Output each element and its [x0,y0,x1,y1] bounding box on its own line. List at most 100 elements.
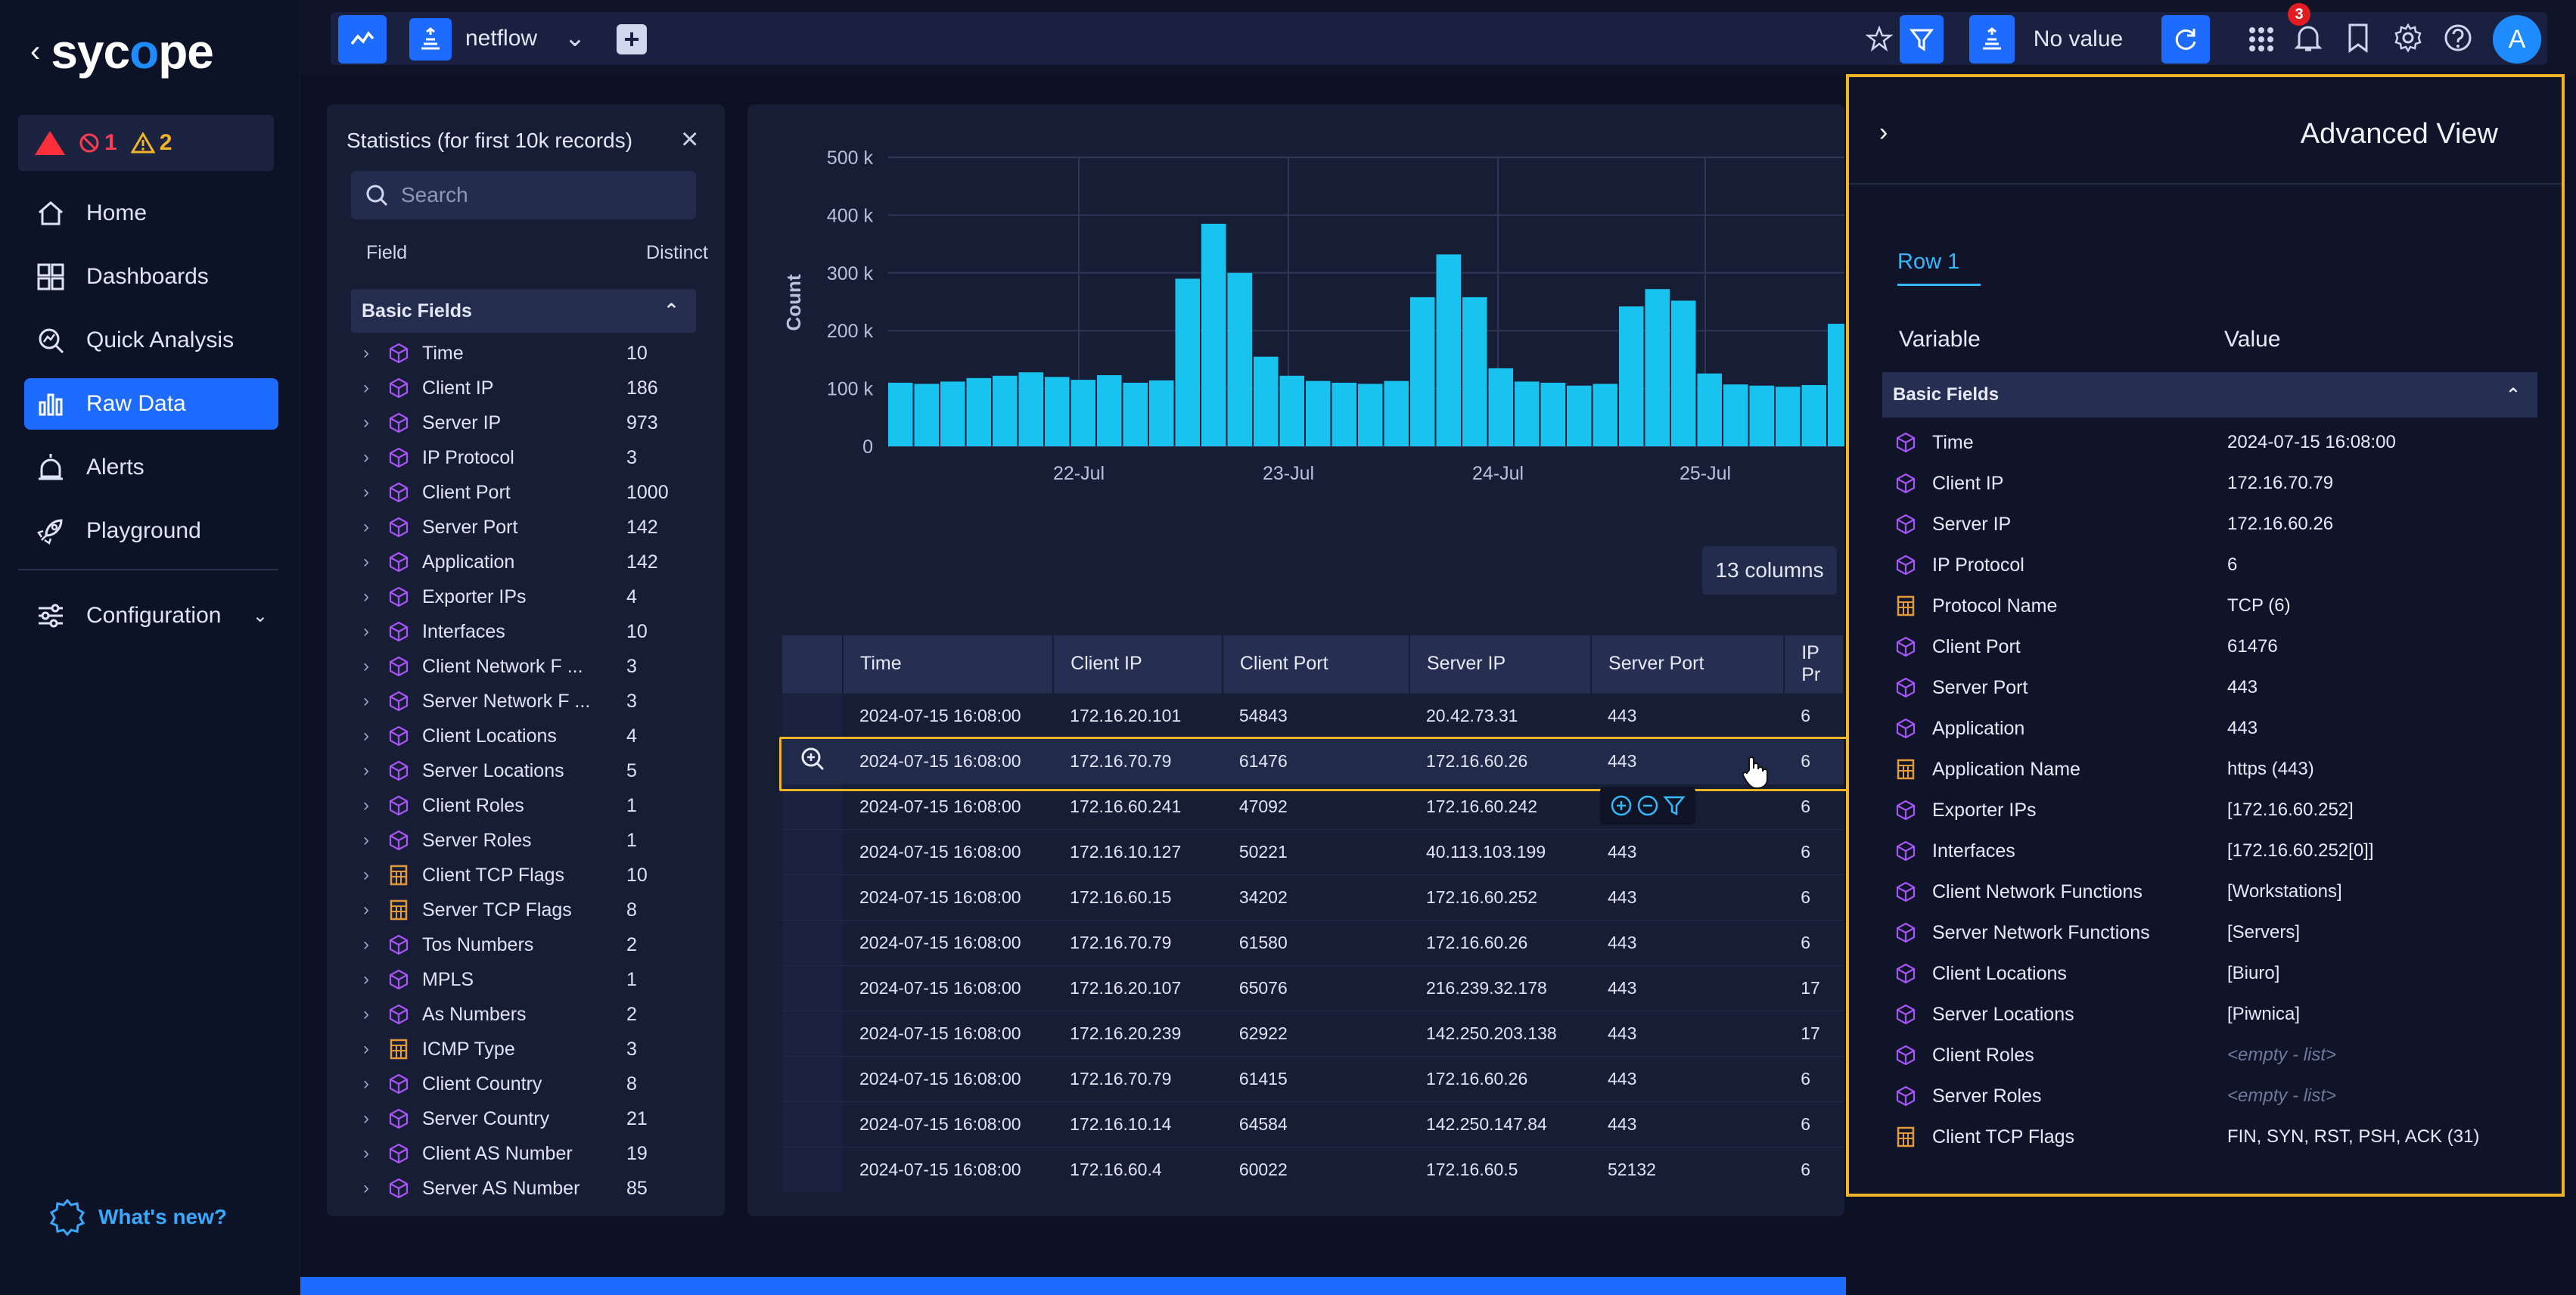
table-cell[interactable]: 61476 [1222,738,1409,784]
variable-value[interactable]: <empty - list> [2227,1045,2337,1065]
row-action-cell[interactable] [782,1010,843,1056]
expand-chevron-icon[interactable]: › [363,1143,369,1163]
advanced-field-row[interactable]: Client Locations [Biuro] [1894,953,2537,994]
nav-home[interactable]: Home [24,188,278,239]
advanced-field-row[interactable]: Server IP 172.16.60.26 [1894,504,2537,545]
variable-value[interactable]: [172.16.60.252[0]] [2227,840,2374,861]
field-row[interactable]: › Exporter IPs 4 [363,579,696,614]
column-header[interactable]: Server Port [1591,635,1785,693]
expand-chevron-icon[interactable]: › [363,865,369,885]
table-row[interactable]: 2024-07-15 16:08:00 172.16.60.15 34202 172.… [782,874,1844,920]
table-cell[interactable]: 172.16.70.79 [1053,1055,1223,1101]
advanced-field-row[interactable]: Exporter IPs [172.16.60.252] [1894,790,2537,831]
expand-chevron-icon[interactable]: › [363,447,369,467]
alert-summary[interactable]: 1 2 [18,115,274,171]
table-cell[interactable]: 172.16.60.5 [1409,1146,1592,1192]
row-action-cell[interactable] [782,738,843,784]
apps-grid-icon[interactable] [2245,23,2278,56]
expand-chevron-icon[interactable]: › [363,1108,369,1129]
nav-quick-analysis[interactable]: Quick Analysis [24,315,278,366]
expand-chevron-icon[interactable]: › [363,1178,369,1198]
nav-dashboards[interactable]: Dashboards [24,251,278,303]
field-row[interactable]: › Client AS Number 19 [363,1136,696,1171]
table-cell[interactable]: 61580 [1222,919,1409,965]
advanced-field-row[interactable]: Time 2024-07-15 16:08:00 [1894,422,2537,463]
whats-new-link[interactable]: What's new? [48,1198,227,1236]
row-action-cell[interactable] [782,1101,843,1147]
expand-chevron-icon[interactable]: › [363,621,369,641]
field-row[interactable]: › Server TCP Flags 8 [363,893,696,927]
advanced-field-row[interactable]: Client IP 172.16.70.79 [1894,463,2537,504]
variable-value[interactable]: 6 [2227,554,2238,575]
basic-fields-group[interactable]: Basic Fields ⌃ [351,289,696,333]
table-cell[interactable]: 172.16.60.26 [1409,919,1592,965]
table-cell[interactable]: 54843 [1222,692,1409,738]
table-cell[interactable]: 6 [1784,692,1844,738]
table-cell[interactable]: 17 [1784,1010,1844,1056]
expand-chevron-icon[interactable]: › [363,934,369,955]
row-action-cell[interactable] [782,874,843,920]
field-row[interactable]: › Server Roles 1 [363,823,696,858]
field-row[interactable]: › Interfaces 10 [363,614,696,649]
table-cell[interactable]: 6 [1784,919,1844,965]
table-cell[interactable]: 172.16.60.252 [1409,874,1592,920]
table-cell[interactable]: 172.16.10.14 [1053,1101,1223,1147]
advanced-field-row[interactable]: Client TCP Flags FIN, SYN, RST, PSH, ACK … [1894,1116,2537,1157]
table-cell[interactable]: 443 [1591,1010,1785,1056]
variable-value[interactable]: 172.16.60.26 [2227,514,2334,534]
table-row[interactable]: 2024-07-15 16:08:00 172.16.20.239 62922 142… [782,1010,1844,1056]
expand-chevron-icon[interactable]: › [363,691,369,711]
variable-value[interactable]: 61476 [2227,636,2278,657]
advanced-field-row[interactable]: Server Roles <empty - list> [1894,1076,2537,1116]
table-cell[interactable]: 2024-07-15 16:08:00 [843,1146,1054,1192]
table-row[interactable]: 2024-07-15 16:08:00 172.16.20.101 54843 20.… [782,692,1844,738]
table-cell[interactable]: 20.42.73.31 [1409,692,1592,738]
field-row[interactable]: › Time 10 [363,336,696,371]
advanced-field-row[interactable]: Client Network Functions [Workstations] [1894,871,2537,912]
field-row[interactable]: › Server Port 142 [363,510,696,545]
table-cell[interactable]: 172.16.20.239 [1053,1010,1223,1056]
help-icon[interactable] [2441,21,2475,54]
table-cell[interactable]: 172.16.60.4 [1053,1146,1223,1192]
field-row[interactable]: › As Numbers 2 [363,997,696,1032]
expand-chevron-icon[interactable]: › [363,1039,369,1059]
table-cell[interactable]: 6 [1784,874,1844,920]
variable-value[interactable]: [Servers] [2227,922,2301,943]
table-cell[interactable]: 172.16.20.107 [1053,964,1223,1011]
advanced-field-row[interactable]: IP Protocol 6 [1894,545,2537,585]
field-row[interactable]: › Client Network F ... 3 [363,649,696,684]
source-dropdown-chevron-icon[interactable]: ⌄ [564,23,586,52]
field-row[interactable]: › Tos Numbers 2 [363,927,696,962]
source-type-button[interactable] [409,18,452,61]
advanced-field-row[interactable]: Application 443 [1894,708,2537,749]
horizontal-scrollbar[interactable] [300,1277,1846,1295]
variable-value[interactable]: [Workstations] [2227,881,2342,902]
expand-chevron-icon[interactable]: › [363,1004,369,1024]
expand-chevron-icon[interactable]: › [363,517,369,537]
field-row[interactable]: › IP Protocol 3 [363,440,696,475]
column-header[interactable]: IP Pr [1784,635,1844,693]
table-cell[interactable]: 2024-07-15 16:08:00 [843,1101,1054,1147]
table-cell[interactable]: 2024-07-15 16:08:00 [843,1010,1054,1056]
table-row[interactable]: 2024-07-15 16:08:00 172.16.60.4 60022 172.1… [782,1146,1844,1192]
expand-chevron-icon[interactable]: › [363,795,369,815]
table-cell[interactable]: 64584 [1222,1101,1409,1147]
expand-chevron-icon[interactable]: › [363,412,369,433]
field-row[interactable]: › Server Network F ... 3 [363,684,696,719]
variable-value[interactable]: 443 [2227,677,2258,697]
advanced-field-row[interactable]: Interfaces [172.16.60.252[0]] [1894,831,2537,871]
expand-chevron-icon[interactable]: › [363,899,369,920]
variable-value[interactable]: https (443) [2227,759,2314,779]
variable-value[interactable]: 172.16.70.79 [2227,473,2334,493]
field-row[interactable]: › Client Roles 1 [363,788,696,823]
table-cell[interactable]: 142.250.203.138 [1409,1010,1592,1056]
include-plus-icon[interactable] [1610,794,1633,817]
expand-chevron-icon[interactable]: › [363,656,369,676]
advanced-field-row[interactable]: Application Name https (443) [1894,749,2537,790]
critical-alert-count[interactable]: 1 [79,130,117,156]
table-cell[interactable]: 443 [1591,964,1785,1011]
table-cell[interactable]: 61415 [1222,1055,1409,1101]
settings-gear-icon[interactable] [2391,21,2425,54]
table-cell[interactable]: 6 [1784,1146,1844,1192]
variable-value[interactable]: [Biuro] [2227,963,2280,983]
